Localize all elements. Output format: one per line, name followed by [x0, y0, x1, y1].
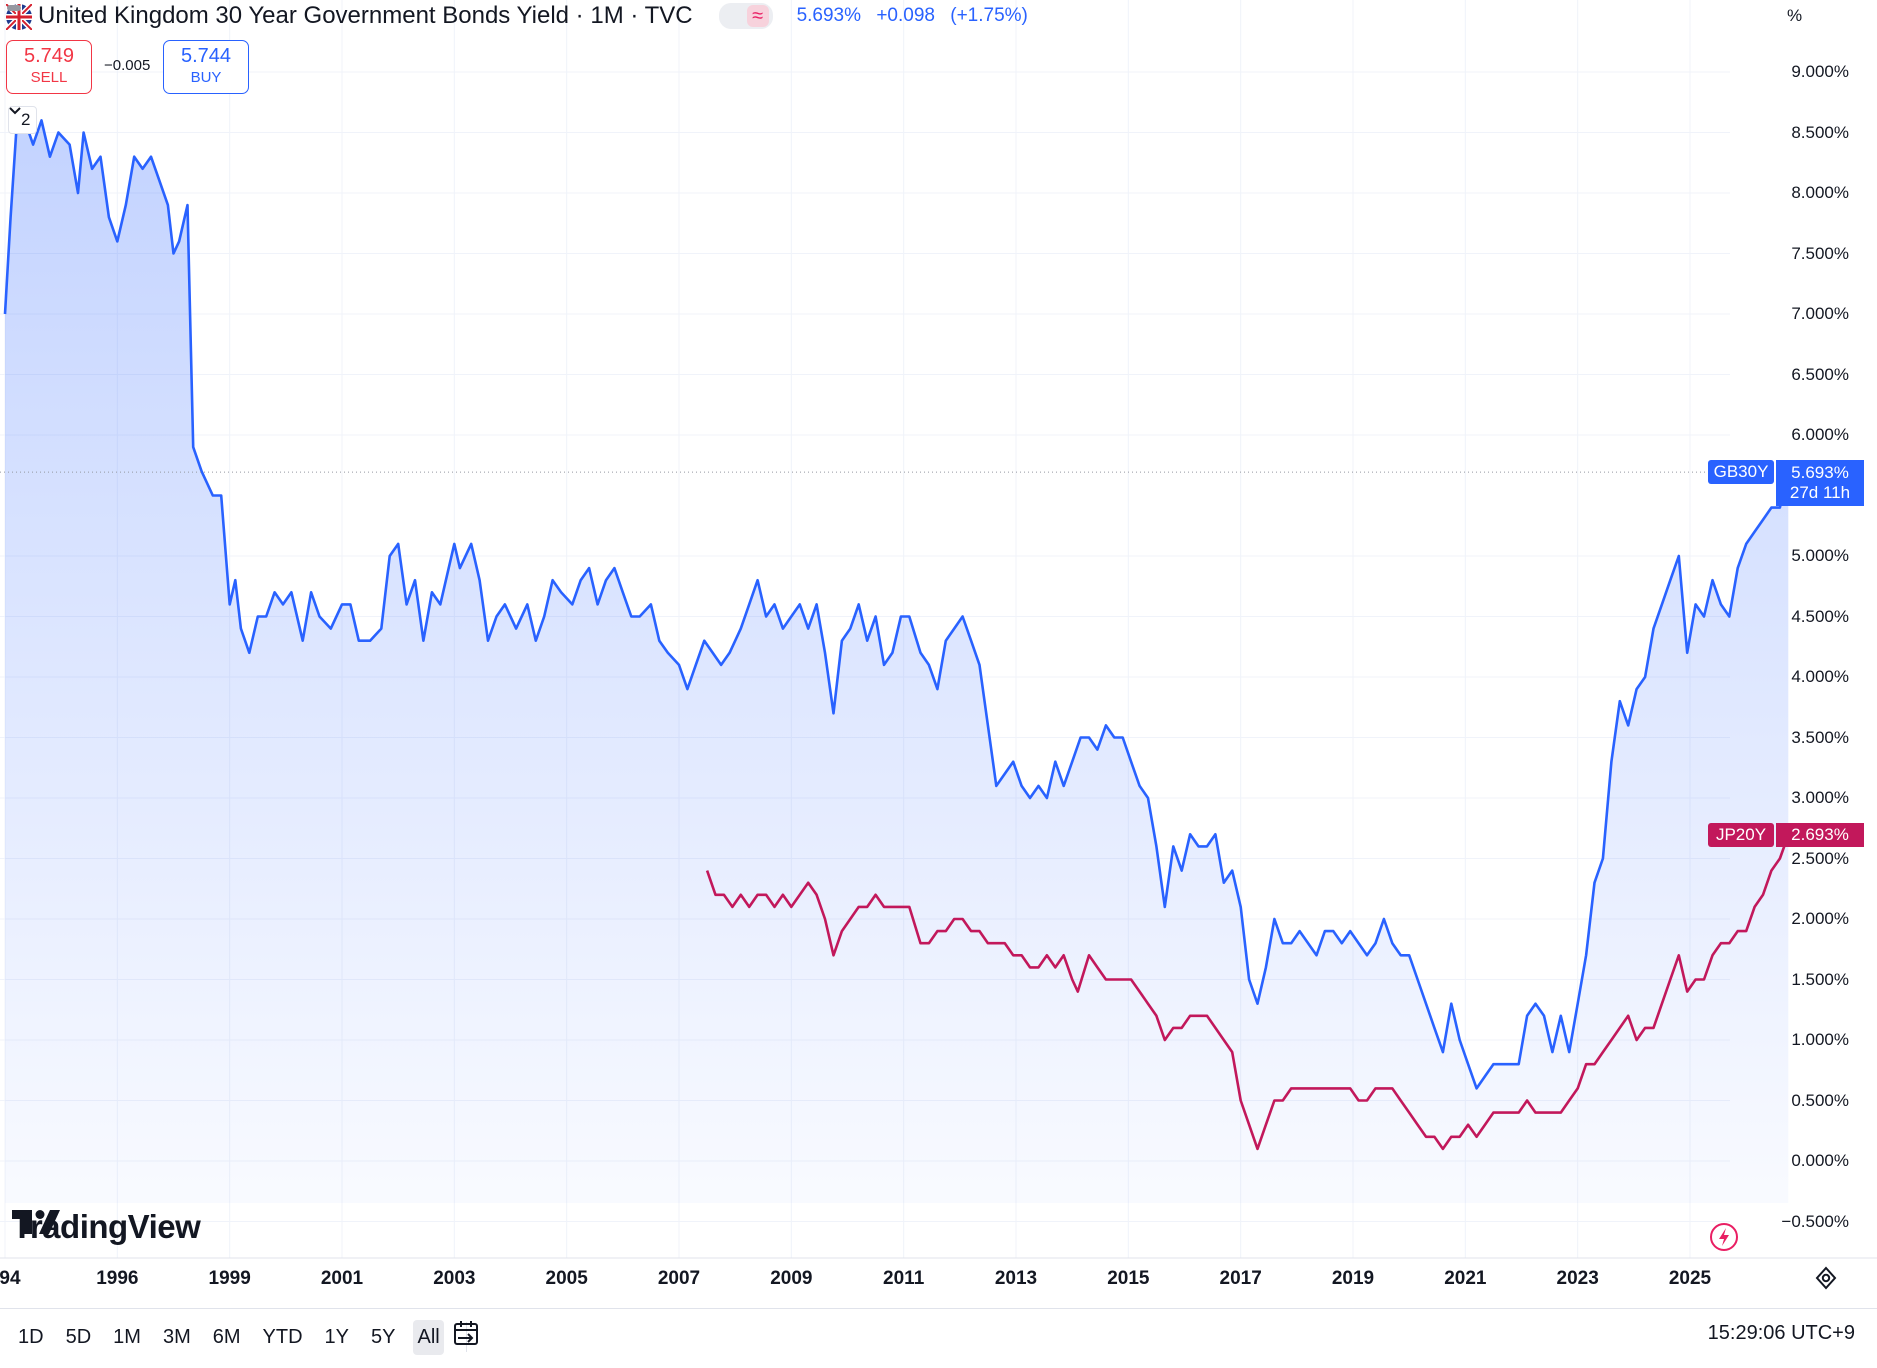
calendar-goto-icon[interactable] [450, 1318, 482, 1350]
x-tick-label: 2005 [545, 1268, 588, 1289]
change-percent: (+1.75%) [950, 5, 1028, 26]
chart-status-chip[interactable]: ≈ [7, 3, 773, 29]
spread-value: −0.005 [104, 57, 151, 74]
lightning-icon[interactable] [1709, 1222, 1739, 1252]
x-tick-label: 1999 [208, 1268, 251, 1289]
buy-button[interactable]: 5.744 BUY [163, 40, 249, 94]
timeframe-bar: 1D 5D 1M 3M 6M YTD 1Y 5Y All [0, 1308, 1877, 1365]
sell-price: 5.749 [23, 45, 75, 67]
chart-header: United Kingdom 30 Year Government Bonds … [6, 2, 1038, 30]
tradingview-mark-icon [12, 1210, 60, 1234]
x-tick-label: 2003 [433, 1268, 476, 1289]
y-tick-label: 4.000% [1791, 667, 1849, 686]
gear-icon[interactable] [1814, 1266, 1838, 1290]
y-tick-label: 8.500% [1791, 122, 1849, 142]
y-tick-label: 3.000% [1791, 788, 1849, 807]
y-tick-label: 6.000% [1791, 425, 1849, 444]
approx-icon: ≈ [746, 5, 769, 27]
series-tag-jp20y: JP20Y [1708, 823, 1774, 848]
y-tick-label: 0.500% [1791, 1090, 1849, 1110]
sell-button[interactable]: 5.749 SELL [6, 40, 92, 94]
y-tick-label: 1.500% [1791, 969, 1849, 989]
y-tick-label: 1.000% [1791, 1030, 1849, 1049]
series-area-gb30y [5, 120, 1789, 1203]
range-button-1d[interactable]: 1D [18, 1325, 44, 1348]
range-button-6m[interactable]: 6M [212, 1325, 241, 1348]
last-price: 5.693% [796, 5, 862, 26]
change-value: +0.098 [876, 5, 935, 26]
series-line-gb30y[interactable] [3, 119, 1790, 1090]
y-tick-label: 5.000% [1791, 546, 1849, 565]
x-tick-label: 2013 [994, 1268, 1038, 1289]
range-button-ytd[interactable]: YTD [262, 1325, 303, 1348]
indicators-toggle[interactable]: 2 [8, 106, 38, 134]
x-tick-label: 2007 [657, 1268, 701, 1289]
range-button-5d[interactable]: 5D [65, 1325, 92, 1348]
x-tick-label: 2001 [320, 1268, 364, 1289]
range-button-5y[interactable]: 5Y [371, 1325, 396, 1348]
range-button-all[interactable]: All [413, 1319, 444, 1355]
series-last-value: 5.693% [1791, 463, 1849, 483]
x-tick-label: 1996 [96, 1268, 139, 1289]
pill-icon [7, 5, 745, 27]
y-tick-label: 2.000% [1791, 909, 1849, 928]
buy-price: 5.744 [180, 45, 232, 67]
buy-label: BUY [190, 69, 222, 86]
x-tick-label: 94 [0, 1268, 21, 1289]
range-button-1y[interactable]: 1Y [324, 1325, 350, 1348]
x-tick-label: 2015 [1107, 1268, 1150, 1289]
quote-summary: 5.693% +0.098 (+1.75%) [797, 5, 1038, 27]
y-tick-label: −0.500% [1781, 1211, 1849, 1231]
sell-label: SELL [30, 69, 68, 86]
series-tag-gb30y: GB30Y [1708, 460, 1774, 485]
indicators-count: 2 [21, 110, 31, 129]
x-tick-label: 2023 [1556, 1268, 1599, 1289]
y-tick-label: 4.500% [1791, 606, 1849, 626]
y-tick-label: 3.500% [1791, 727, 1849, 747]
bar-countdown: 27d 11h [1789, 483, 1851, 503]
series-value-label-jp20y: 2.693% [1776, 823, 1864, 848]
clock-readout[interactable]: 15:29:06 UTC+9 [1707, 1322, 1855, 1344]
y-tick-label: 2.500% [1791, 848, 1849, 868]
axis-unit: % [1787, 6, 1803, 25]
y-tick-label: 8.000% [1791, 183, 1849, 202]
series-line-jp20y[interactable] [705, 834, 1790, 1151]
x-tick-label: 2017 [1219, 1268, 1262, 1289]
y-tick-label: 6.500% [1791, 364, 1849, 384]
y-tick-label: 0.000% [1791, 1151, 1849, 1170]
y-tick-label: 7.000% [1791, 304, 1849, 323]
x-tick-label: 2009 [770, 1268, 813, 1289]
series-last-value: 2.693% [1791, 825, 1849, 845]
y-tick-label: 9.000% [1791, 62, 1849, 81]
range-button-3m[interactable]: 3M [162, 1325, 191, 1348]
symbol-title[interactable]: United Kingdom 30 Year Government Bonds … [38, 2, 693, 29]
x-tick-label: 2021 [1444, 1268, 1487, 1289]
range-button-1m[interactable]: 1M [113, 1325, 141, 1348]
series-value-label-gb30y: 5.693% 27d 11h [1776, 460, 1864, 507]
y-tick-label: 7.500% [1791, 243, 1849, 263]
tradingview-logo[interactable]: TradingView [12, 1208, 201, 1246]
range-buttons: 1D 5D 1M 3M 6M YTD 1Y 5Y All [0, 1319, 444, 1355]
x-tick-label: 2019 [1331, 1268, 1375, 1289]
x-tick-label: 2025 [1668, 1268, 1712, 1289]
x-tick-label: 2011 [883, 1268, 925, 1289]
